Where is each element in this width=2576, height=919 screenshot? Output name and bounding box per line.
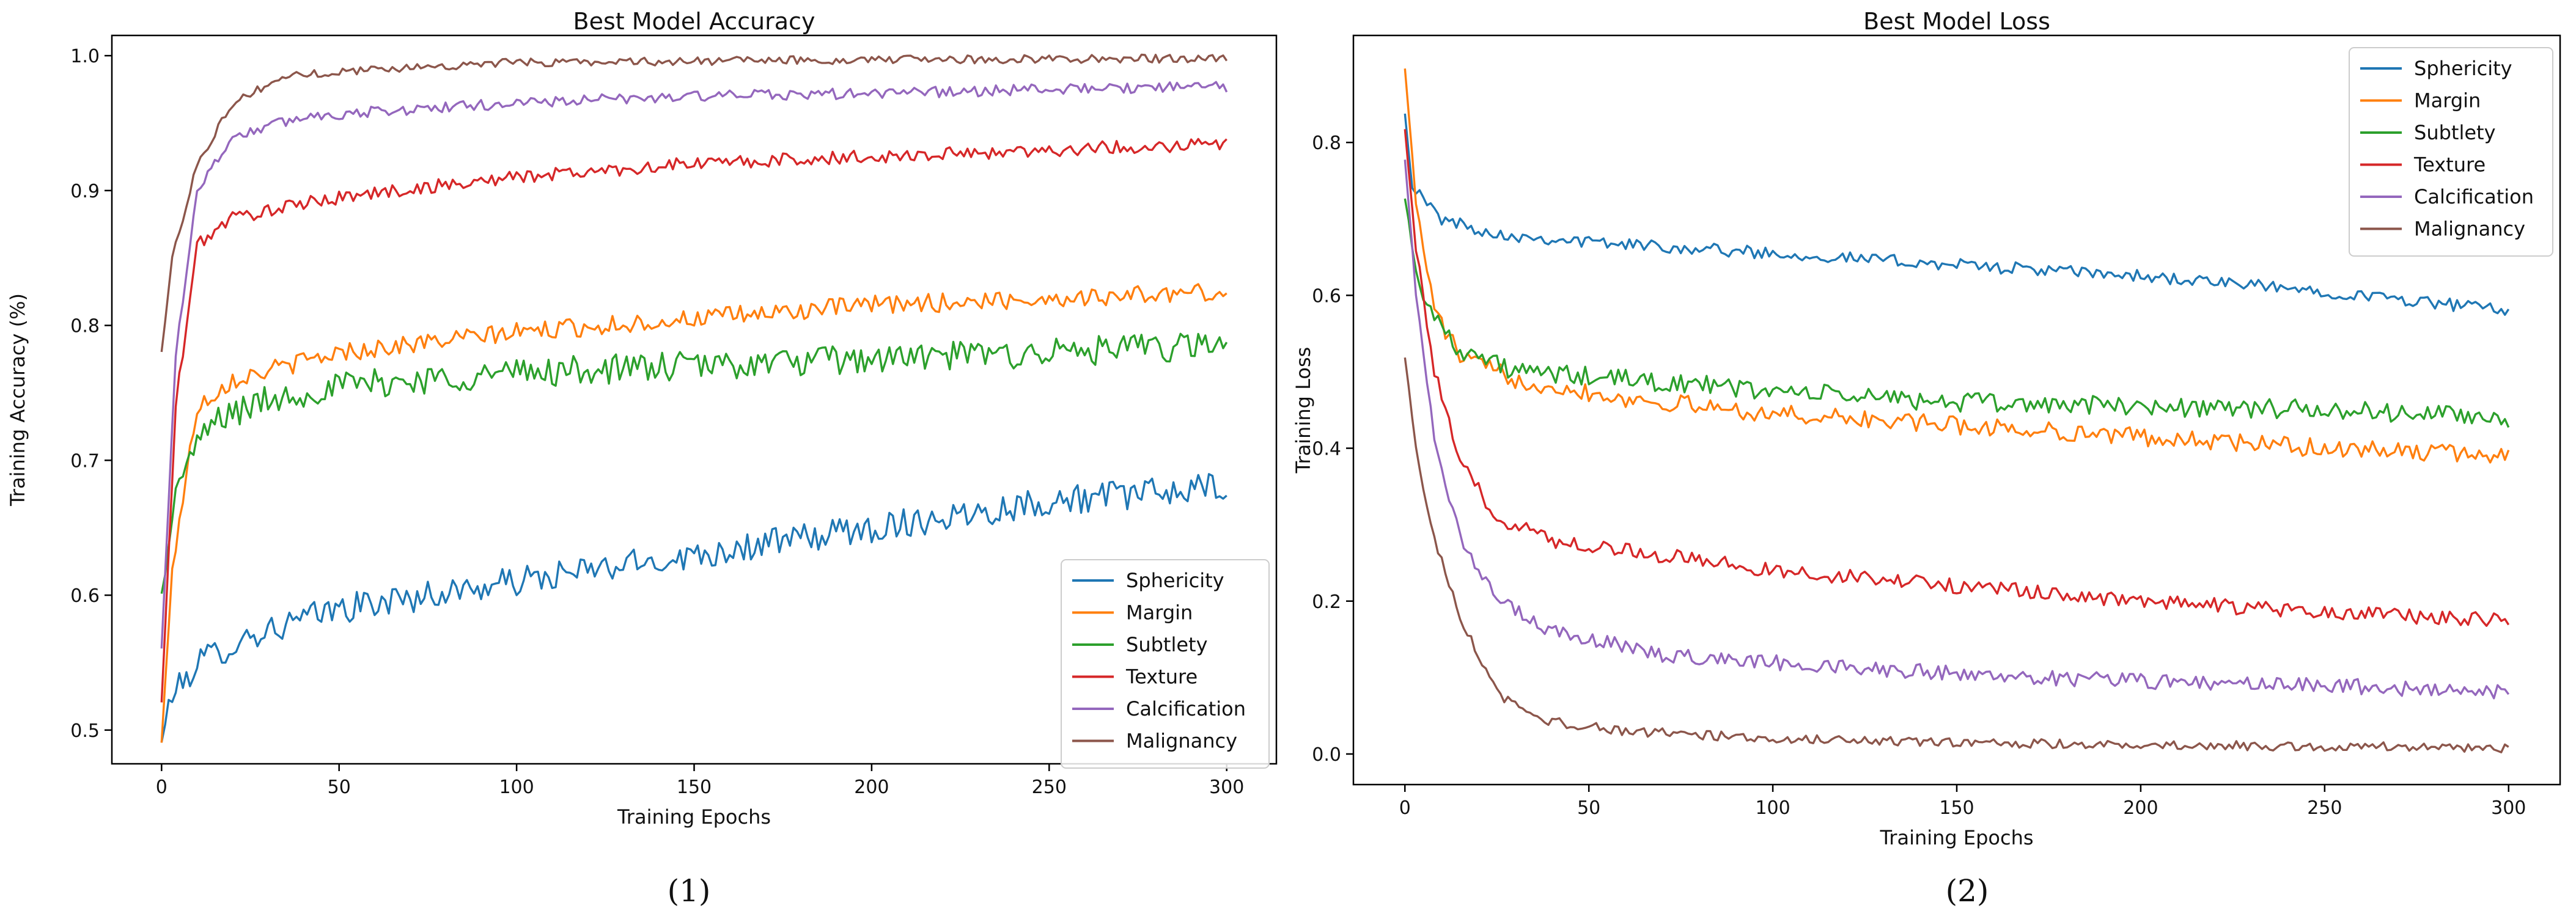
y-tick-label: 0.0 (1312, 744, 1341, 766)
y-tick-label: 0.8 (1312, 133, 1341, 154)
x-tick-label: 0 (156, 777, 167, 798)
panel-caption: (1) (668, 873, 711, 909)
x-axis-label: Training Epochs (1879, 826, 2033, 849)
legend-label-malignancy: Malignancy (1126, 730, 1237, 753)
accuracy-panel: Best Model Accuracy 0 50 100 150 200 250 300 0.5… (6, 8, 1278, 909)
legend-label-sphericity: Sphericity (2414, 57, 2512, 80)
series-line-malignancy (1404, 357, 2509, 753)
legend-label-sphericity: Sphericity (1126, 569, 1224, 592)
series-line-malignancy (160, 53, 1228, 353)
legend-label-subtlety: Subtlety (1126, 633, 1208, 656)
series-line-texture (160, 137, 1227, 703)
x-tick-label: 250 (1032, 777, 1067, 798)
y-tick-label: 0.8 (70, 316, 100, 337)
legend-label-margin: Margin (2414, 89, 2481, 112)
legend-label-texture: Texture (1125, 665, 1198, 689)
loss-panel: Best Model Loss 0 50 100 150 200 250 300 0.0 0.2 0… (1292, 8, 2561, 909)
x-tick-label: 100 (1755, 797, 1790, 819)
x-tick-label: 200 (854, 777, 889, 798)
legend-label-calcification: Calcification (2414, 185, 2534, 208)
legend: Sphericity Margin Subtlety Texture Calcifica… (2349, 47, 2553, 257)
series-line-subtlety (1404, 198, 2510, 428)
legend-label-margin: Margin (1126, 601, 1193, 624)
legend-label-texture: Texture (2413, 153, 2486, 177)
panel-caption: (2) (1946, 873, 1989, 909)
chart-title: Best Model Loss (1863, 8, 2050, 35)
legend-label-calcification: Calcification (1126, 697, 1246, 720)
y-tick-label: 1.0 (70, 46, 100, 67)
y-tick-label: 0.7 (70, 450, 100, 472)
y-tick-label: 0.2 (1312, 591, 1341, 613)
legend-label-subtlety: Subtlety (2414, 121, 2496, 144)
series-line-subtlety (160, 332, 1228, 594)
x-tick-label: 300 (2491, 797, 2526, 819)
x-tick-label: 300 (1209, 777, 1244, 798)
x-tick-label: 100 (499, 777, 534, 798)
x-tick-label: 150 (1939, 797, 1974, 819)
series-line-sphericity (1404, 113, 2510, 316)
x-tick-label: 0 (1399, 797, 1411, 819)
legend-label-malignancy: Malignancy (2414, 218, 2525, 241)
x-tick-label: 200 (2123, 797, 2158, 819)
series-lines (160, 53, 1228, 743)
y-tick-label: 0.4 (1312, 439, 1341, 460)
legend: Sphericity Margin Subtlety Texture Calcifica… (1061, 559, 1270, 769)
y-axis-label: Training Loss (1292, 347, 1315, 474)
series-line-texture (1404, 129, 2510, 627)
y-axis-label: Training Accuracy (%) (6, 293, 29, 507)
x-axis-label: Training Epochs (617, 805, 771, 829)
x-tick-label: 50 (1577, 797, 1600, 819)
x-tick-label: 250 (2307, 797, 2342, 819)
series-line-calcification (1404, 159, 2510, 700)
y-tick-label: 0.9 (70, 181, 100, 202)
y-tick-label: 0.6 (70, 585, 100, 607)
series-line-margin (160, 283, 1227, 743)
series-line-margin (1404, 68, 2510, 464)
series-line-calcification (160, 81, 1228, 649)
series-lines (1404, 68, 2510, 753)
x-tick-label: 50 (328, 777, 351, 798)
chart-title: Best Model Accuracy (573, 8, 815, 35)
x-tick-label: 150 (677, 777, 712, 798)
series-line-sphericity (160, 473, 1227, 743)
y-tick-label: 0.5 (70, 720, 100, 742)
y-tick-label: 0.6 (1312, 285, 1341, 307)
